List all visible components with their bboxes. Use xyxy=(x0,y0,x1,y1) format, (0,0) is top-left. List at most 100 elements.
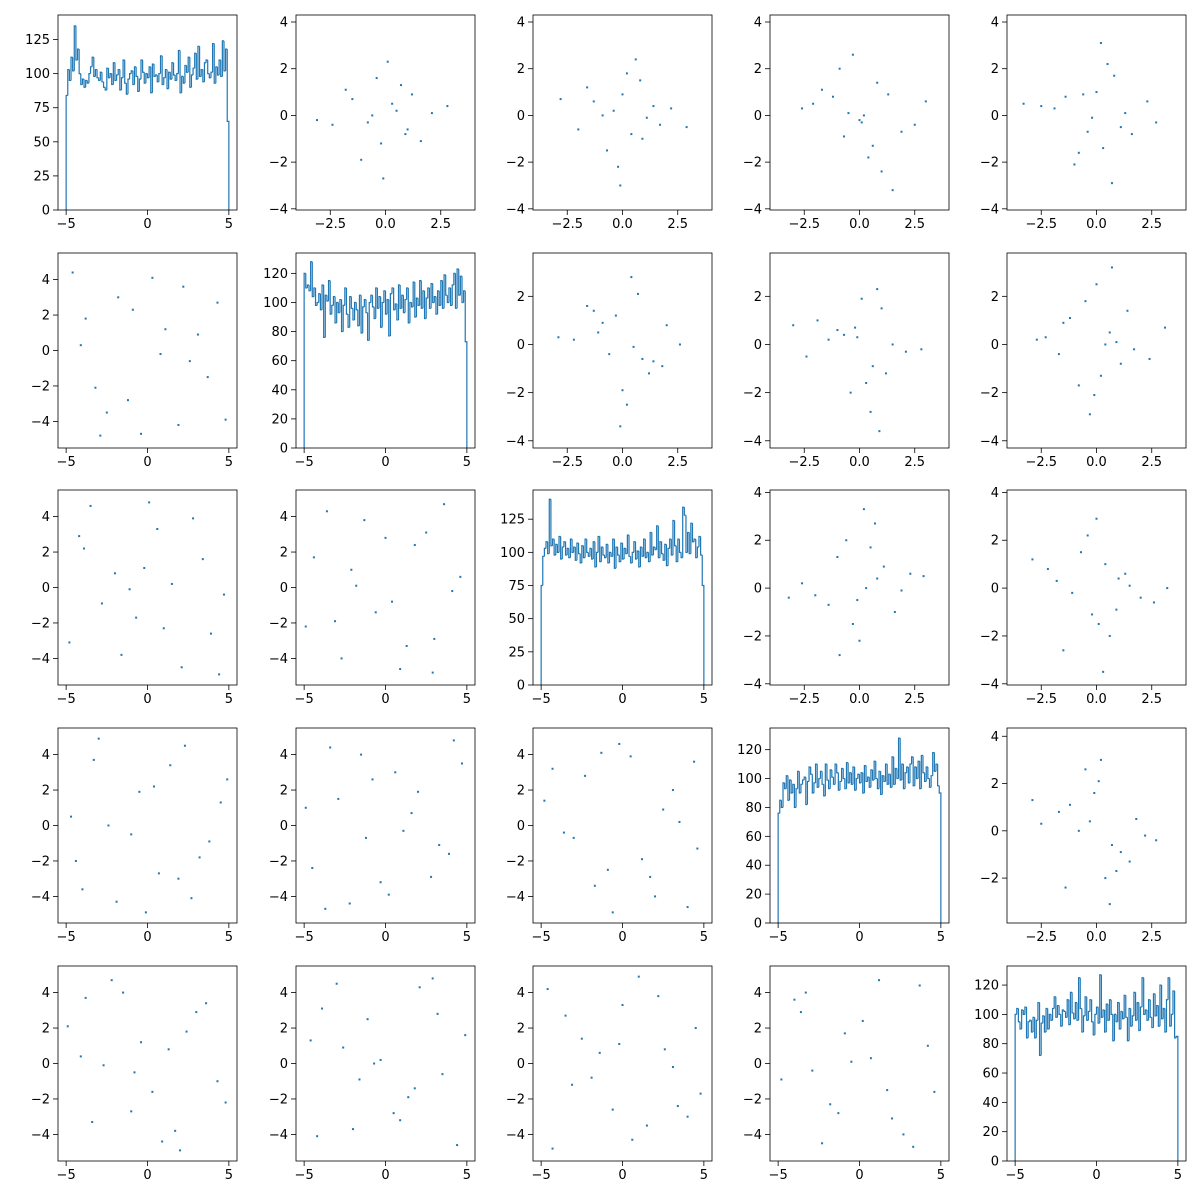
scatter-point xyxy=(924,100,927,103)
scatter-point xyxy=(1130,133,1133,136)
scatter-point xyxy=(648,372,651,375)
histogram-bin xyxy=(897,737,901,779)
subplot: −2.5 0.0 2.5 −4 −2 0 2 4 xyxy=(980,14,1187,232)
scatter-point xyxy=(143,567,146,569)
scatter-point xyxy=(128,588,131,591)
histogram-bin xyxy=(1017,1008,1021,1023)
scatter-point xyxy=(425,531,428,534)
x-tick-label: 0 xyxy=(143,217,151,232)
scatter-point xyxy=(843,333,846,336)
histogram-bin xyxy=(1143,977,1146,1015)
scatter-point xyxy=(74,859,77,862)
histogram-bin xyxy=(841,767,844,782)
scatter-point xyxy=(645,1124,648,1127)
scatter-point xyxy=(351,1128,354,1131)
scatter-point xyxy=(625,72,628,75)
y-tick-label: 0 xyxy=(991,824,999,839)
histogram-bin xyxy=(1120,1010,1123,1030)
scatter-point xyxy=(182,285,185,288)
histogram-bin xyxy=(1159,984,1162,1027)
scatter-point xyxy=(601,114,604,117)
y-tick-label: 2 xyxy=(280,1022,288,1037)
histogram-bin xyxy=(909,763,912,783)
scatter-point xyxy=(657,995,660,998)
histogram-bin xyxy=(1053,996,1056,1009)
scatter-point xyxy=(661,365,664,368)
y-tick-label: 80 xyxy=(982,1037,999,1052)
scatter-point xyxy=(592,100,595,103)
subplot: −5 0 5 −4 −2 0 2 4 xyxy=(31,727,238,945)
y-tick-label: 0 xyxy=(42,344,50,359)
y-tick-label: −2 xyxy=(269,156,288,171)
histogram-bin xyxy=(1082,1015,1086,1032)
scatter-point xyxy=(1099,758,1102,761)
histogram-bin xyxy=(836,764,839,774)
histogram-bin xyxy=(1063,1009,1066,1013)
scatter-point xyxy=(430,112,433,115)
histogram-bin xyxy=(894,767,897,785)
scatter-point xyxy=(316,1135,319,1138)
histogram-bin xyxy=(89,66,93,74)
scatter-point xyxy=(876,577,879,580)
scatter-point xyxy=(1164,326,1167,329)
histogram-bin xyxy=(819,770,823,779)
y-tick-label: 4 xyxy=(42,273,50,288)
scatter-point xyxy=(614,314,617,317)
scatter-point xyxy=(218,673,221,676)
scatter-point xyxy=(878,979,881,982)
histogram-bin xyxy=(203,62,207,82)
scatter-point xyxy=(411,93,414,96)
scatter-point xyxy=(324,907,327,910)
y-tick-label: 40 xyxy=(745,859,762,874)
histogram-bin xyxy=(197,45,200,80)
histogram-bin xyxy=(834,763,837,785)
y-tick-label: −4 xyxy=(269,1128,288,1143)
scatter-point xyxy=(130,833,133,836)
scatter-point xyxy=(410,812,413,815)
histogram-bin xyxy=(930,775,933,788)
scatter-point xyxy=(686,906,689,909)
scatter-point xyxy=(334,620,337,623)
histogram-bin xyxy=(1170,1013,1173,1027)
y-tick-label: 2 xyxy=(517,1022,525,1037)
histogram-bin xyxy=(1091,999,1094,1023)
scatter-point xyxy=(611,911,614,914)
x-tick-label: −2.5 xyxy=(788,692,820,707)
histogram-bin xyxy=(795,788,798,808)
subplot: −2.5 0.0 2.5 −4 −2 0 2 xyxy=(743,252,950,470)
histogram-bin xyxy=(875,761,878,780)
y-tick-label: 2 xyxy=(517,62,525,77)
scatter-point xyxy=(399,84,402,87)
scatter-point xyxy=(115,900,118,903)
scatter-point xyxy=(1097,780,1100,783)
scatter-point xyxy=(222,593,225,596)
scatter-point xyxy=(1077,151,1080,154)
histogram-bin xyxy=(1095,1006,1099,1015)
scatter-point xyxy=(1144,834,1147,837)
scatter-point xyxy=(891,1117,894,1120)
scatter-point xyxy=(827,338,830,341)
scatter-point xyxy=(1148,357,1151,360)
histogram-bin xyxy=(1048,1013,1051,1030)
subplot: −5 0 5 −4 −2 0 2 4 xyxy=(269,727,476,945)
x-tick-label: −5 xyxy=(57,1168,76,1183)
histogram-bin xyxy=(1038,1002,1042,1057)
histogram-bin xyxy=(594,541,597,568)
histogram-bin xyxy=(876,778,880,790)
scatter-point xyxy=(68,641,71,644)
y-tick-label: 80 xyxy=(271,325,288,340)
subplot: −2.5 0.0 2.5 −4 −2 0 2 xyxy=(980,252,1187,470)
scatter-point xyxy=(1053,107,1056,110)
scatter-point xyxy=(1117,577,1120,580)
scatter-point xyxy=(856,599,859,602)
y-tick-label: 75 xyxy=(33,101,50,116)
histogram-bin xyxy=(912,756,915,787)
scatter-point xyxy=(156,528,159,530)
x-tick-label: 5 xyxy=(463,455,471,470)
scatter-point xyxy=(431,977,434,980)
y-tick-label: 100 xyxy=(25,67,50,82)
y-tick-label: −4 xyxy=(269,652,288,667)
histogram-bin xyxy=(660,541,664,555)
scatter-point xyxy=(84,996,87,999)
subplot: −2.5 0.0 2.5 −2 0 2 4 xyxy=(980,727,1187,945)
